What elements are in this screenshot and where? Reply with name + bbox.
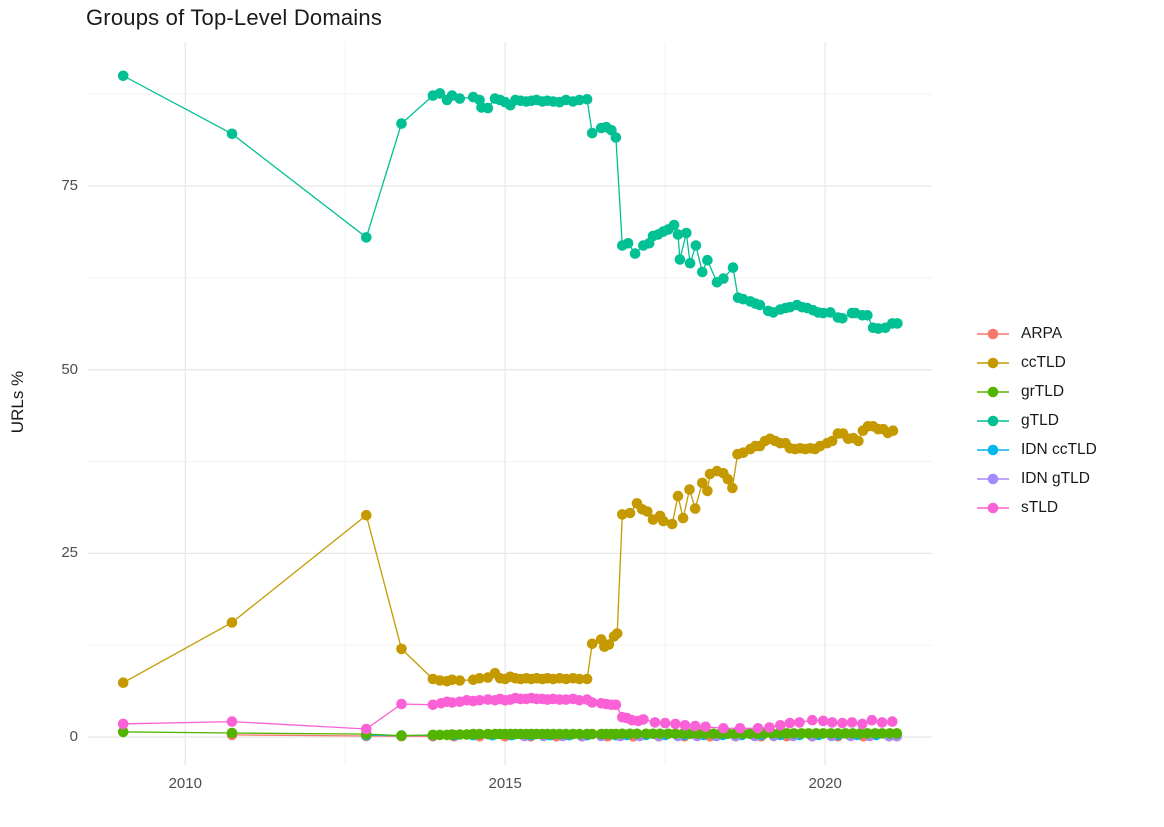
series-line-ccTLD xyxy=(122,425,894,684)
legend-item: IDN ccTLD xyxy=(976,435,1097,464)
legend-label: IDN gTLD xyxy=(1021,469,1090,487)
y-tick-label: 75 xyxy=(61,177,78,194)
legend: ARPA ccTLD grTLD gTLD IDN ccTLD IDN gTLD sTLD xyxy=(976,319,1097,522)
legend-key-icon xyxy=(977,328,1009,339)
chart-title: Groups of Top-Level Domains xyxy=(86,5,383,30)
y-tick-label: 25 xyxy=(61,544,78,562)
legend-item: ARPA xyxy=(976,319,1097,348)
legend-item: ccTLD xyxy=(976,348,1097,377)
legend-key-icon xyxy=(977,473,1009,484)
legend-key-icon xyxy=(977,415,1009,426)
legend-item: grTLD xyxy=(976,377,1097,406)
legend-item: IDN gTLD xyxy=(976,464,1097,493)
legend-label: ARPA xyxy=(1021,324,1063,342)
legend-key-icon xyxy=(977,502,1009,513)
legend-key-icon xyxy=(977,444,1009,455)
legend-label: ccTLD xyxy=(1021,353,1066,371)
legend-label: gTLD xyxy=(1021,411,1059,429)
legend-item: sTLD xyxy=(976,493,1097,522)
y-tick-label: 50 xyxy=(61,360,78,378)
legend-label: sTLD xyxy=(1021,498,1059,516)
legend-item: gTLD xyxy=(976,406,1097,435)
x-tick-label: 2015 xyxy=(488,775,522,792)
legend-key-icon xyxy=(977,357,1009,368)
legend-key-icon xyxy=(977,386,1009,397)
series-line-gTLD xyxy=(122,75,898,330)
legend-label: IDN ccTLD xyxy=(1021,440,1097,458)
legend-label: grTLD xyxy=(1021,382,1065,400)
x-tick-label: 2010 xyxy=(168,775,202,792)
y-tick-label: 0 xyxy=(69,728,78,746)
x-tick-label: 2020 xyxy=(808,775,842,792)
